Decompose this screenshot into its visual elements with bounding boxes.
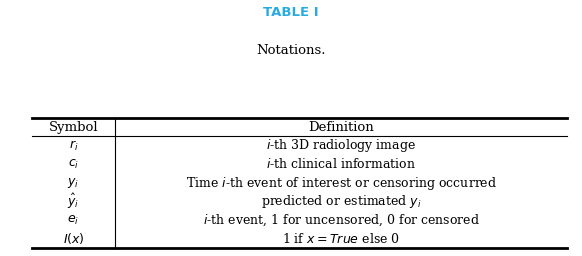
Text: $I(x)$: $I(x)$ bbox=[63, 231, 84, 247]
Text: $\hat{y}_i$: $\hat{y}_i$ bbox=[68, 192, 80, 211]
Text: predicted or estimated $y_i$: predicted or estimated $y_i$ bbox=[261, 193, 421, 210]
Text: 1 if $x = True$ else 0: 1 if $x = True$ else 0 bbox=[282, 232, 400, 246]
Text: $e_i$: $e_i$ bbox=[68, 214, 80, 227]
Text: Notations.: Notations. bbox=[256, 44, 326, 57]
Text: $r_i$: $r_i$ bbox=[69, 139, 78, 153]
Text: $i$-th event, 1 for uncensored, 0 for censored: $i$-th event, 1 for uncensored, 0 for ce… bbox=[203, 213, 480, 228]
Text: TABLE I: TABLE I bbox=[263, 6, 319, 19]
Text: $y_i$: $y_i$ bbox=[68, 176, 80, 190]
Text: Symbol: Symbol bbox=[49, 121, 98, 134]
Text: Definition: Definition bbox=[308, 121, 374, 134]
Text: $i$-th clinical information: $i$-th clinical information bbox=[267, 157, 416, 171]
Text: Time $i$-th event of interest or censoring occurred: Time $i$-th event of interest or censori… bbox=[186, 175, 497, 191]
Text: $c_i$: $c_i$ bbox=[68, 158, 79, 171]
Text: $i$-th 3D radiology image: $i$-th 3D radiology image bbox=[267, 137, 416, 154]
